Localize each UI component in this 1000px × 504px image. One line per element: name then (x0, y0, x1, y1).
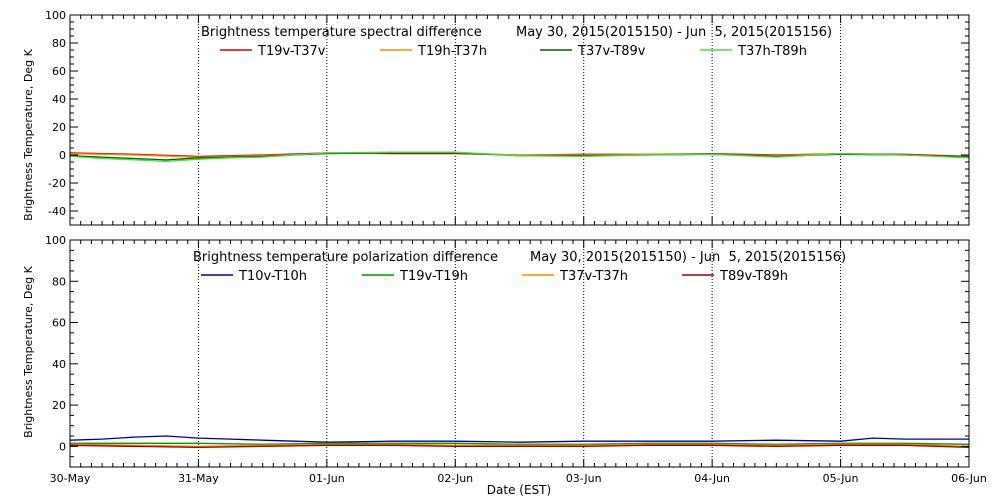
bottom-x-tick-label-05-Jun: 05-Jun (823, 472, 859, 485)
bottom-x-tick-label-01-Jun: 01-Jun (309, 472, 345, 485)
top-series-line-T37h-T89h (69, 151, 970, 162)
top-y-tick-label--40: -40 (48, 205, 66, 218)
bottom-y-tick-label-20: 20 (52, 399, 66, 412)
top-y-tick-label-20: 20 (52, 121, 66, 134)
top-chart-title: Brightness temperature spectral differen… (201, 25, 482, 40)
bottom-chart-date-range: May 30, 2015(2015150) - Jun 5, 2015(2015… (530, 250, 846, 265)
top-y-tick-label-100: 100 (45, 9, 66, 22)
bottom-legend-label-T89v-T89h: T89v-T89h (719, 269, 788, 284)
top-chart-date-range: May 30, 2015(2015150) - Jun 5, 2015(2015… (516, 25, 832, 40)
bottom-series-line-T19v-T19h (70, 442, 970, 445)
bottom-series-line-T37v-T37h (69, 443, 970, 448)
top-legend-label-T37v-T89v: T37v-T89v (577, 44, 646, 59)
top-legend-label-T37h-T89h: T37h-T89h (737, 44, 807, 59)
bottom-y-tick-label-60: 60 (52, 317, 66, 330)
top-y-tick-label-0: 0 (59, 149, 66, 162)
bottom-x-tick-label-04-Jun: 04-Jun (694, 472, 730, 485)
top-y-tick-label-60: 60 (52, 65, 66, 78)
top-legend-label-T19h-T37h: T19h-T37h (417, 44, 487, 59)
bottom-x-tick-label-31-May: 31-May (178, 472, 219, 485)
bottom-x-tick-label-03-Jun: 03-Jun (566, 472, 602, 485)
bottom-y-tick-label-100: 100 (45, 234, 66, 247)
top-y-tick-label-40: 40 (52, 93, 66, 106)
bottom-x-tick-label-06-Jun: 06-Jun (951, 472, 987, 485)
x-axis-label: Date (EST) (487, 483, 551, 497)
bottom-y-tick-label-80: 80 (52, 275, 66, 288)
bottom-x-tick-label-30-May: 30-May (50, 472, 91, 485)
bottom-x-tick-label-02-Jun: 02-Jun (437, 472, 473, 485)
top-y-axis-label: Brightness Temperature, Deg K (22, 48, 35, 220)
bottom-y-axis-label: Brightness Temperature, Deg K (22, 265, 35, 437)
bottom-legend-label-T37v-T37h: T37v-T37h (559, 269, 628, 284)
bottom-legend-label-T19v-T19h: T19v-T19h (399, 269, 468, 284)
bottom-series-line-T89v-T89h (69, 444, 970, 449)
bottom-y-tick-label-40: 40 (52, 358, 66, 371)
top-y-tick-label-80: 80 (52, 37, 66, 50)
top-legend-label-T19v-T37v: T19v-T37v (257, 44, 326, 59)
bottom-series-line-T10v-T10h (69, 435, 969, 443)
bottom-legend-label-T10v-T10h: T10v-T10h (238, 269, 307, 284)
plot-layer: -40 -20 0 20 40 60 80 100 T19v-T37v T19h-T37h T37v… (45, 9, 987, 485)
bottom-y-tick-label-0: 0 (59, 440, 66, 453)
top-y-tick-label--20: -20 (48, 177, 66, 190)
bottom-chart-title: Brightness temperature polarization diff… (193, 250, 498, 265)
